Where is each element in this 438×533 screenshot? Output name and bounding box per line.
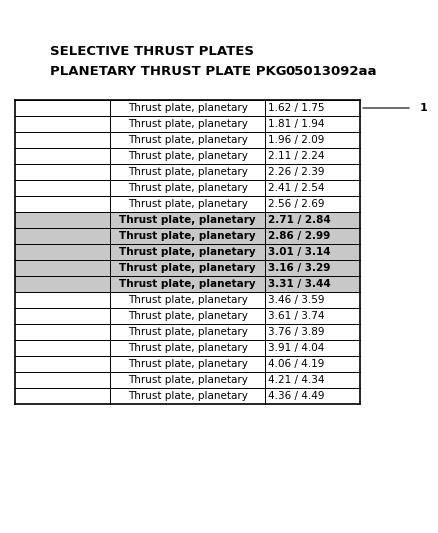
Bar xyxy=(15,372,360,388)
Bar xyxy=(15,244,360,260)
Text: 3.46 / 3.59: 3.46 / 3.59 xyxy=(268,295,325,305)
Bar xyxy=(15,276,360,292)
Text: Thrust plate, planetary: Thrust plate, planetary xyxy=(127,183,247,193)
Text: Thrust plate, planetary: Thrust plate, planetary xyxy=(127,311,247,321)
Text: 2.26 / 2.39: 2.26 / 2.39 xyxy=(268,167,325,177)
Bar xyxy=(15,388,360,404)
Bar xyxy=(15,260,360,276)
Text: Thrust plate, planetary: Thrust plate, planetary xyxy=(119,215,256,225)
Text: 3.76 / 3.89: 3.76 / 3.89 xyxy=(268,327,325,337)
Text: Thrust plate, planetary: Thrust plate, planetary xyxy=(119,279,256,289)
Bar xyxy=(15,180,360,196)
Bar xyxy=(15,100,360,116)
Text: Thrust plate, planetary: Thrust plate, planetary xyxy=(127,343,247,353)
Text: 3.16 / 3.29: 3.16 / 3.29 xyxy=(268,263,330,273)
Bar xyxy=(15,292,360,308)
Text: PLANETARY THRUST PLATE PKG: PLANETARY THRUST PLATE PKG xyxy=(50,65,286,78)
Text: 4.06 / 4.19: 4.06 / 4.19 xyxy=(268,359,325,369)
Text: 2.86 / 2.99: 2.86 / 2.99 xyxy=(268,231,330,241)
Text: 2.11 / 2.24: 2.11 / 2.24 xyxy=(268,151,325,161)
Text: Thrust plate, planetary: Thrust plate, planetary xyxy=(119,263,256,273)
Bar xyxy=(15,340,360,356)
Text: Thrust plate, planetary: Thrust plate, planetary xyxy=(127,167,247,177)
Text: Thrust plate, planetary: Thrust plate, planetary xyxy=(127,119,247,129)
Text: Thrust plate, planetary: Thrust plate, planetary xyxy=(127,151,247,161)
Text: 4.21 / 4.34: 4.21 / 4.34 xyxy=(268,375,325,385)
Text: Thrust plate, planetary: Thrust plate, planetary xyxy=(119,231,256,241)
Text: 3.91 / 4.04: 3.91 / 4.04 xyxy=(268,343,325,353)
Text: SELECTIVE THRUST PLATES: SELECTIVE THRUST PLATES xyxy=(50,45,254,58)
Text: 3.01 / 3.14: 3.01 / 3.14 xyxy=(268,247,331,257)
Bar xyxy=(15,196,360,212)
Text: 2.71 / 2.84: 2.71 / 2.84 xyxy=(268,215,331,225)
Bar xyxy=(15,308,360,324)
Text: Thrust plate, planetary: Thrust plate, planetary xyxy=(127,199,247,209)
Bar xyxy=(15,132,360,148)
Text: 2.41 / 2.54: 2.41 / 2.54 xyxy=(268,183,325,193)
Text: 05013092aa: 05013092aa xyxy=(285,65,377,78)
Text: 3.61 / 3.74: 3.61 / 3.74 xyxy=(268,311,325,321)
Bar xyxy=(15,116,360,132)
Bar xyxy=(15,356,360,372)
Bar xyxy=(15,324,360,340)
Text: 3.31 / 3.44: 3.31 / 3.44 xyxy=(268,279,331,289)
Text: Thrust plate, planetary: Thrust plate, planetary xyxy=(127,295,247,305)
Text: Thrust plate, planetary: Thrust plate, planetary xyxy=(127,391,247,401)
Bar xyxy=(15,228,360,244)
Text: Thrust plate, planetary: Thrust plate, planetary xyxy=(127,135,247,145)
Text: 1: 1 xyxy=(420,103,428,113)
Bar xyxy=(15,148,360,164)
Text: 2.56 / 2.69: 2.56 / 2.69 xyxy=(268,199,325,209)
Text: Thrust plate, planetary: Thrust plate, planetary xyxy=(127,103,247,113)
Text: Thrust plate, planetary: Thrust plate, planetary xyxy=(127,359,247,369)
Text: 1.81 / 1.94: 1.81 / 1.94 xyxy=(268,119,325,129)
Text: Thrust plate, planetary: Thrust plate, planetary xyxy=(127,327,247,337)
Text: 1.62 / 1.75: 1.62 / 1.75 xyxy=(268,103,325,113)
Text: 4.36 / 4.49: 4.36 / 4.49 xyxy=(268,391,325,401)
Text: Thrust plate, planetary: Thrust plate, planetary xyxy=(119,247,256,257)
Text: Thrust plate, planetary: Thrust plate, planetary xyxy=(127,375,247,385)
Bar xyxy=(15,212,360,228)
Bar xyxy=(15,164,360,180)
Text: 1.96 / 2.09: 1.96 / 2.09 xyxy=(268,135,325,145)
